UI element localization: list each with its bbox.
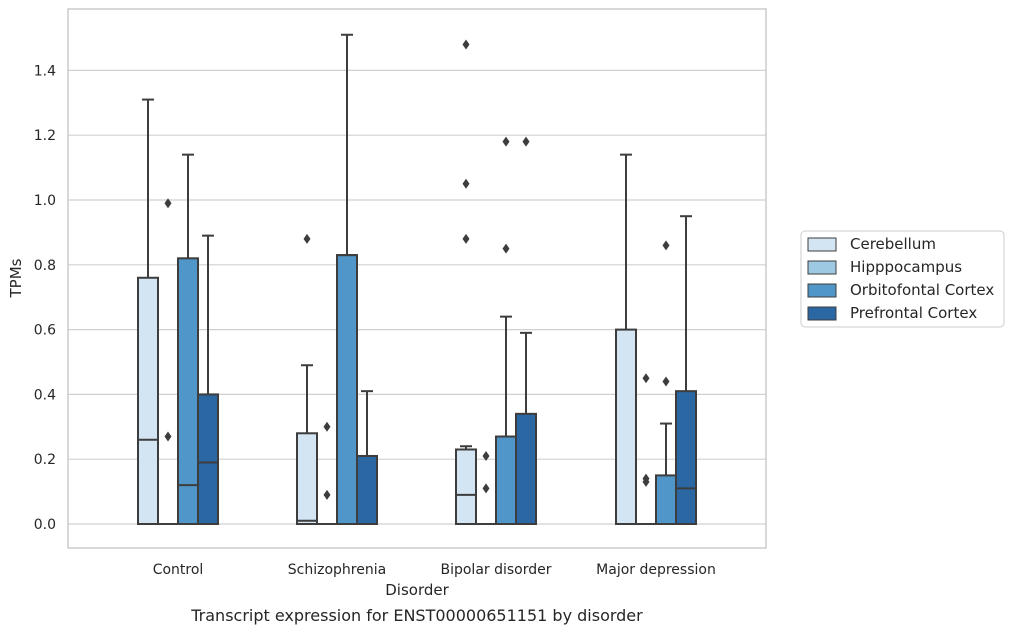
iqr-box: [177, 257, 199, 525]
box-hipppocampus: [158, 198, 178, 525]
box-prefrontal-cortex: [356, 390, 378, 525]
y-tick-label: 1.2: [34, 128, 56, 144]
legend: Cerebellum Hipppocampus Orbitofontal Corte…: [800, 230, 1005, 328]
iqr-box: [197, 393, 219, 525]
outlier-point: [482, 450, 490, 461]
iqr-box: [675, 390, 697, 525]
x-axis-label: Disorder: [385, 581, 449, 599]
iqr-box: [137, 276, 159, 526]
outlier-point: [462, 178, 470, 189]
y-tick-label: 1.4: [34, 63, 56, 79]
box-orbitofontal-cortex: [655, 240, 677, 525]
outlier-point: [502, 243, 510, 254]
outlier-point: [522, 136, 530, 147]
legend-swatch: [807, 283, 837, 298]
iqr-box: [336, 254, 358, 526]
box-hipppocampus: [317, 421, 337, 525]
legend-label: Cerebellum: [850, 235, 936, 253]
iqr-box: [455, 448, 477, 526]
iqr-box: [495, 435, 517, 525]
box-series: [137, 33, 697, 526]
figure-caption: Transcript expression for ENST0000065115…: [191, 606, 643, 625]
box-orbitofontal-cortex: [177, 153, 199, 525]
outlier-point: [323, 421, 331, 432]
box-orbitofontal-cortex: [336, 33, 358, 526]
x-tick-label: Bipolar disorder: [440, 562, 551, 578]
iqr-box: [296, 432, 318, 525]
box-orbitofontal-cortex: [495, 136, 517, 525]
iqr-box: [356, 454, 378, 525]
box-cerebellum: [296, 233, 318, 525]
outlier-point: [642, 473, 650, 484]
y-tick-label: 0.8: [34, 258, 56, 274]
outlier-point: [462, 39, 470, 50]
y-tick-label: 0.0: [34, 517, 56, 533]
x-tick-label: Major depression: [596, 562, 716, 578]
box-cerebellum: [615, 153, 637, 525]
iqr-box: [655, 474, 677, 525]
legend-label: Orbitofontal Cortex: [850, 281, 994, 299]
y-axis-ticks: 0.0 0.2 0.4 0.6 0.8 1.0 1.2 1.4: [34, 63, 56, 533]
x-tick-label: Schizophrenia: [288, 562, 386, 578]
outlier-point: [662, 240, 670, 251]
outlier-point: [502, 136, 510, 147]
legend-swatch: [807, 237, 837, 252]
legend-frame: [800, 230, 1005, 328]
outlier-point: [462, 233, 470, 244]
outlier-point: [323, 489, 331, 500]
y-tick-label: 0.4: [34, 387, 56, 403]
outlier-point: [662, 376, 670, 387]
box-prefrontal-cortex: [197, 234, 219, 525]
legend-label: Hipppocampus: [850, 258, 962, 276]
outlier-point: [303, 233, 311, 244]
outlier-point: [164, 431, 172, 442]
x-tick-label: Control: [153, 562, 204, 578]
outlier-point: [482, 483, 490, 494]
box-prefrontal-cortex: [515, 136, 537, 525]
outlier-point: [164, 198, 172, 209]
box-hipppocampus: [476, 450, 496, 525]
box-prefrontal-cortex: [675, 215, 697, 525]
box-cerebellum: [137, 98, 159, 526]
legend-swatch: [807, 306, 837, 321]
box-hipppocampus: [636, 373, 656, 525]
y-tick-label: 0.2: [34, 452, 56, 468]
grid-lines: [68, 69, 766, 525]
iqr-box: [615, 328, 637, 525]
box-cerebellum: [455, 39, 477, 526]
iqr-box: [515, 412, 537, 525]
plot-frame: [67, 8, 767, 549]
legend-swatch: [807, 260, 837, 275]
y-axis-label: TPMs: [7, 258, 25, 298]
y-tick-label: 1.0: [34, 193, 56, 209]
outlier-point: [642, 373, 650, 384]
y-tick-label: 0.6: [34, 323, 56, 339]
x-axis-ticks: Control Schizophrenia Bipolar disorder Majo…: [153, 562, 716, 578]
legend-label: Prefrontal Cortex: [850, 304, 977, 322]
